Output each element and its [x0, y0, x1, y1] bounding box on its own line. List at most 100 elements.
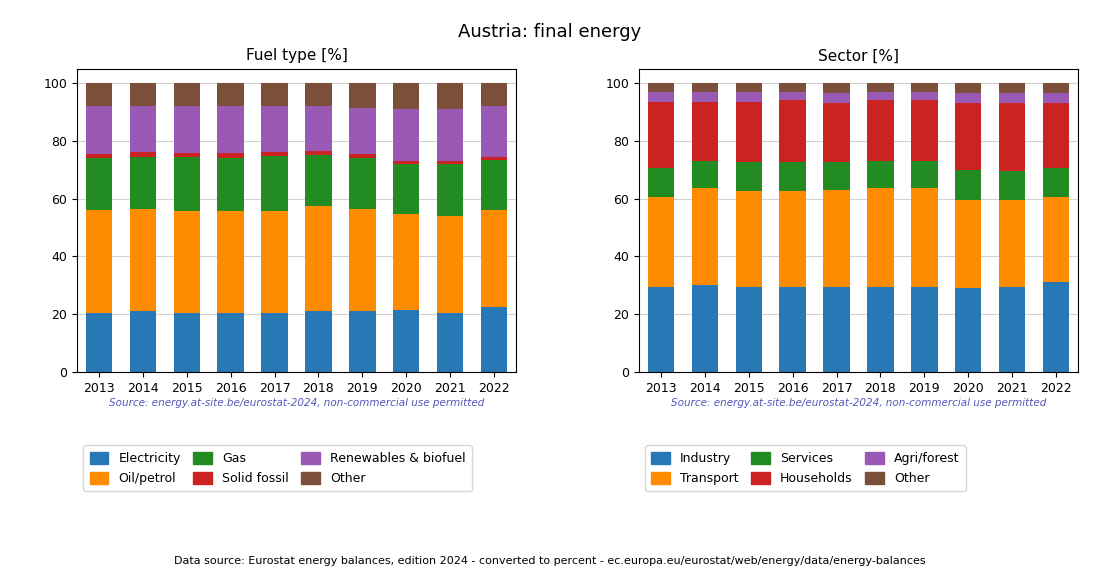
Bar [174, 106, 200, 153]
Bar [692, 161, 718, 188]
Bar [174, 210, 200, 313]
Bar [130, 83, 156, 106]
Legend: Industry, Transport, Services, Households, Agri/forest, Other: Industry, Transport, Services, Household… [646, 446, 966, 491]
Bar [780, 92, 806, 101]
Bar [393, 164, 419, 214]
Bar [867, 188, 893, 287]
Bar [867, 92, 893, 101]
Bar [911, 161, 937, 188]
Bar [349, 108, 375, 154]
Bar [955, 83, 981, 93]
Bar [218, 153, 244, 157]
Bar [86, 210, 112, 313]
Bar [736, 162, 762, 192]
Bar [955, 200, 981, 288]
Bar [262, 106, 288, 152]
Bar [867, 287, 893, 372]
Bar [999, 171, 1025, 200]
Bar [692, 188, 718, 285]
Bar [736, 102, 762, 162]
Bar [349, 83, 375, 108]
Bar [437, 83, 463, 109]
Bar [1043, 168, 1069, 197]
Bar [824, 104, 849, 162]
Bar [824, 287, 849, 372]
Bar [1043, 93, 1069, 104]
Title: Sector [%]: Sector [%] [818, 48, 899, 63]
Text: Source: energy.at-site.be/eurostat-2024, non-commercial use permitted: Source: energy.at-site.be/eurostat-2024,… [109, 398, 484, 407]
Bar [130, 106, 156, 152]
Bar [955, 288, 981, 372]
Bar [999, 200, 1025, 287]
Bar [780, 192, 806, 287]
Bar [911, 188, 937, 287]
Bar [736, 287, 762, 372]
Bar [349, 209, 375, 311]
Bar [130, 157, 156, 209]
Bar [911, 287, 937, 372]
Bar [648, 92, 674, 102]
Bar [692, 83, 718, 92]
Bar [999, 83, 1025, 93]
Bar [999, 104, 1025, 171]
Bar [824, 162, 849, 190]
Bar [306, 155, 331, 206]
Bar [736, 92, 762, 102]
Bar [648, 168, 674, 197]
Bar [955, 93, 981, 104]
Bar [174, 153, 200, 157]
Bar [262, 152, 288, 156]
Bar [86, 158, 112, 210]
Bar [736, 83, 762, 92]
Bar [218, 313, 244, 372]
Text: Data source: Eurostat energy balances, edition 2024 - converted to percent - ec.: Data source: Eurostat energy balances, e… [174, 557, 926, 566]
Bar [692, 285, 718, 372]
Bar [955, 170, 981, 200]
Bar [1043, 283, 1069, 372]
Bar [262, 156, 288, 211]
Bar [911, 92, 937, 101]
Bar [86, 83, 112, 106]
Bar [1043, 83, 1069, 93]
Bar [648, 83, 674, 92]
Bar [481, 307, 507, 372]
Bar [306, 151, 331, 155]
Bar [648, 287, 674, 372]
Bar [481, 83, 507, 106]
Bar [911, 101, 937, 161]
Bar [648, 197, 674, 287]
Bar [692, 102, 718, 161]
Bar [780, 162, 806, 192]
Bar [393, 309, 419, 372]
Text: Austria: final energy: Austria: final energy [459, 23, 641, 41]
Bar [86, 313, 112, 372]
Bar [481, 157, 507, 160]
Bar [393, 161, 419, 164]
Bar [867, 101, 893, 161]
Bar [437, 109, 463, 161]
Bar [437, 216, 463, 313]
Bar [349, 154, 375, 158]
Bar [349, 158, 375, 209]
Bar [481, 106, 507, 157]
Bar [437, 164, 463, 216]
Bar [174, 83, 200, 106]
Bar [867, 161, 893, 188]
Bar [306, 311, 331, 372]
Bar [736, 192, 762, 287]
Bar [306, 83, 331, 106]
Bar [86, 106, 112, 154]
Bar [174, 157, 200, 210]
Bar [306, 106, 331, 151]
Bar [218, 83, 244, 106]
Bar [437, 161, 463, 164]
Bar [481, 210, 507, 307]
Bar [393, 214, 419, 309]
Bar [692, 92, 718, 102]
Bar [824, 83, 849, 93]
Bar [130, 311, 156, 372]
Bar [349, 311, 375, 372]
Bar [867, 83, 893, 92]
Title: Fuel type [%]: Fuel type [%] [245, 48, 348, 63]
Bar [955, 104, 981, 170]
